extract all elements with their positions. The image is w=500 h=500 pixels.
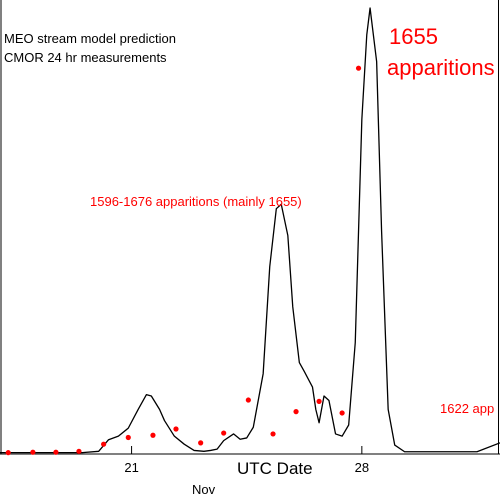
measurement-point-5 [125, 434, 131, 441]
model-prediction-line [0, 7, 500, 454]
measurement-point-4 [101, 441, 107, 447]
measurement-point-13 [316, 398, 322, 404]
measurement-point-14 [339, 410, 345, 416]
measurement-point-12 [293, 409, 299, 415]
legend-measurements-label: CMOR 24 hr measurements [4, 50, 167, 65]
measurement-point-3 [76, 448, 82, 454]
measurement-point-11 [270, 431, 276, 437]
legend-model-label: MEO stream model prediction [4, 31, 176, 46]
measurement-point-1 [30, 449, 36, 455]
line-layer [0, 7, 500, 454]
measurement-point-7 [173, 426, 179, 432]
peak-1655-label-line2: apparitions [387, 55, 495, 80]
x-tick-label-28: 28 [355, 460, 369, 475]
x-tick-label-21: 21 [124, 460, 138, 475]
frame-layer [0, 0, 500, 455]
x-axis-label: UTC Date [237, 459, 313, 478]
measurement-point-15 [355, 65, 362, 71]
measurement-point-6 [150, 432, 156, 438]
measurement-point-8 [198, 440, 204, 446]
mid-peak-annotation: 1596-1676 apparitions (mainly 1655) [90, 194, 302, 209]
peak-1655-label-line1: 1655 [389, 24, 438, 49]
tick-layer: 21 28 [124, 446, 369, 475]
measurement-point-10 [245, 397, 251, 403]
x-axis-month-label: Nov [192, 482, 216, 497]
measurement-point-2 [53, 449, 59, 455]
measurement-point-9 [221, 430, 227, 436]
marker-layer [5, 65, 362, 456]
right-peak-annotation: 1622 app [440, 401, 494, 416]
measurement-point-0 [5, 450, 11, 456]
